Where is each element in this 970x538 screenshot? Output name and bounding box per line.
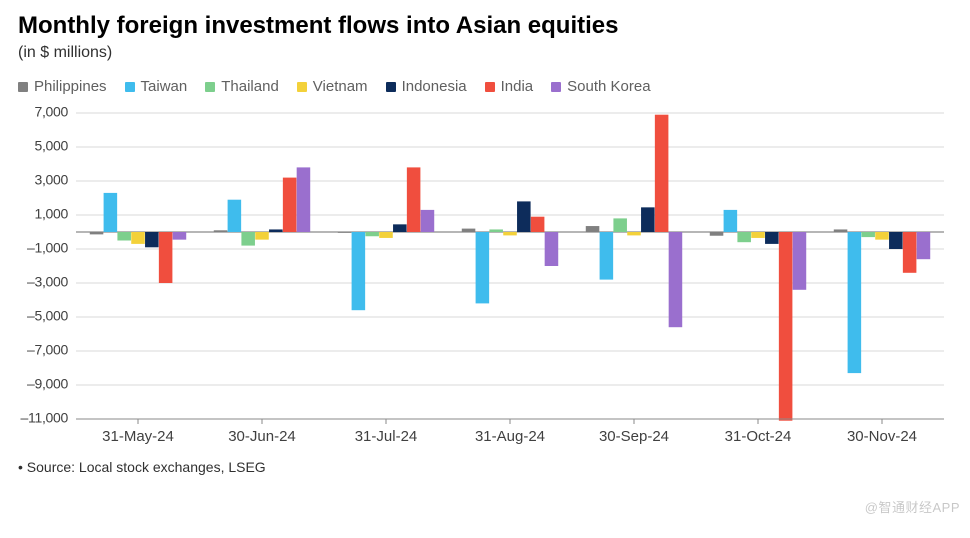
legend-label: India — [501, 78, 534, 95]
watermark: @智通财经APP — [865, 497, 960, 516]
y-tick-label: –9,000 — [27, 376, 69, 392]
bar — [917, 232, 931, 259]
bar — [875, 232, 889, 240]
bar — [517, 201, 531, 232]
bar — [117, 232, 131, 241]
x-tick-label: 30-Nov-24 — [847, 428, 917, 445]
bar — [903, 232, 917, 273]
bar — [600, 232, 614, 280]
bar — [421, 210, 435, 232]
bar — [613, 218, 627, 232]
bar — [462, 229, 476, 232]
legend-swatch — [125, 82, 135, 92]
bar — [173, 232, 187, 240]
x-tick-label: 30-Jun-24 — [228, 428, 296, 445]
chart-subtitle: (in $ millions) — [18, 44, 952, 62]
legend-label: Vietnam — [313, 78, 368, 95]
bar — [297, 167, 311, 232]
x-tick-label: 31-Jul-24 — [355, 428, 418, 445]
legend-label: Thailand — [221, 78, 279, 95]
x-tick-label: 31-Aug-24 — [475, 428, 545, 445]
bar — [848, 232, 862, 373]
bar — [779, 232, 793, 421]
bar — [90, 232, 104, 234]
bar — [669, 232, 683, 327]
x-tick-label: 30-Sep-24 — [599, 428, 669, 445]
bar — [159, 232, 173, 283]
bar — [489, 229, 503, 232]
bar — [503, 232, 517, 235]
y-tick-label: –3,000 — [27, 274, 69, 290]
bar — [365, 232, 379, 236]
legend-label: South Korea — [567, 78, 650, 95]
y-tick-label: –7,000 — [27, 342, 69, 358]
bar — [145, 232, 159, 247]
bar — [765, 232, 779, 244]
legend-label: Philippines — [34, 78, 107, 95]
bar — [214, 230, 228, 232]
legend-swatch — [386, 82, 396, 92]
bar — [710, 232, 724, 236]
legend-item: South Korea — [551, 78, 650, 95]
legend: Philippines Taiwan Thailand Vietnam Indonesi… — [18, 78, 952, 95]
y-tick-label: 3,000 — [34, 172, 68, 188]
bar — [793, 232, 807, 290]
legend-swatch — [18, 82, 28, 92]
legend-swatch — [485, 82, 495, 92]
legend-swatch — [297, 82, 307, 92]
bar — [228, 200, 242, 232]
legend-swatch — [205, 82, 215, 92]
bar — [655, 115, 669, 232]
chart-title: Monthly foreign investment flows into As… — [18, 12, 952, 40]
y-tick-label: 7,000 — [34, 104, 68, 120]
bar — [131, 232, 145, 244]
bar — [476, 232, 490, 303]
bar — [269, 229, 283, 232]
x-tick-label: 31-Oct-24 — [725, 428, 792, 445]
y-tick-label: –11,000 — [21, 410, 69, 426]
bar — [737, 232, 751, 242]
legend-label: Indonesia — [402, 78, 467, 95]
chart-area: 7,000 5,000 3,000 1,000 –1,000 –3,000 –5,000 –7… — [18, 103, 952, 453]
bar — [641, 207, 655, 232]
legend-item: Taiwan — [125, 78, 188, 95]
legend-item: Vietnam — [297, 78, 368, 95]
bar — [751, 232, 765, 238]
bar — [379, 232, 393, 238]
bar — [724, 210, 738, 232]
bar — [531, 217, 545, 232]
bar — [104, 193, 118, 232]
legend-item: India — [485, 78, 534, 95]
bar — [889, 232, 903, 249]
bar — [255, 232, 269, 240]
y-tick-label: –1,000 — [27, 240, 69, 256]
bar — [338, 232, 352, 233]
x-tick-label: 31-May-24 — [102, 428, 174, 445]
bar — [586, 226, 600, 232]
bar — [627, 232, 641, 235]
bar — [283, 178, 297, 232]
bar — [861, 232, 875, 237]
y-tick-label: 5,000 — [34, 138, 68, 154]
bar — [545, 232, 559, 266]
bar — [834, 229, 848, 232]
y-tick-label: 1,000 — [34, 206, 68, 222]
y-tick-label: –5,000 — [27, 308, 69, 324]
legend-item: Thailand — [205, 78, 279, 95]
legend-item: Indonesia — [386, 78, 467, 95]
bar — [407, 167, 421, 232]
source-footer: • Source: Local stock exchanges, LSEG — [18, 459, 952, 475]
legend-item: Philippines — [18, 78, 107, 95]
bar — [393, 224, 407, 232]
bar — [241, 232, 255, 246]
bar — [352, 232, 366, 310]
legend-label: Taiwan — [141, 78, 188, 95]
legend-swatch — [551, 82, 561, 92]
